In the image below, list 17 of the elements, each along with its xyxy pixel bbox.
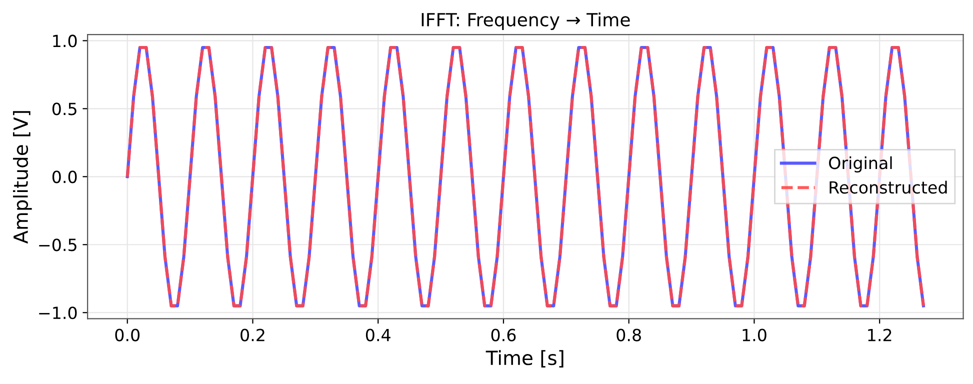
x-tick-label: 1.2 bbox=[868, 328, 892, 342]
y-tick-label: −0.5 bbox=[39, 238, 76, 252]
y-tick-label: 0.5 bbox=[52, 102, 76, 116]
x-tick-label: 0.2 bbox=[240, 328, 264, 342]
x-tick-label: 1.0 bbox=[742, 328, 766, 342]
x-tick-label: 0.4 bbox=[366, 328, 390, 342]
y-axis-title: Amplitude [V] bbox=[13, 111, 32, 244]
x-tick-label: 0.6 bbox=[491, 328, 516, 342]
legend-label: Reconstructed bbox=[830, 180, 947, 194]
y-tick-label: −1.0 bbox=[39, 306, 77, 320]
x-tick-label: 0.0 bbox=[115, 328, 140, 342]
legend-label: Original bbox=[829, 156, 892, 172]
y-tick-label: 1.0 bbox=[53, 34, 77, 48]
x-axis-title: Time [s] bbox=[486, 350, 564, 368]
y-tick-label: 0.0 bbox=[52, 170, 77, 184]
chart-title: IFFT: Frequency → Time bbox=[422, 12, 630, 30]
x-tick-label: 0.8 bbox=[616, 328, 641, 342]
